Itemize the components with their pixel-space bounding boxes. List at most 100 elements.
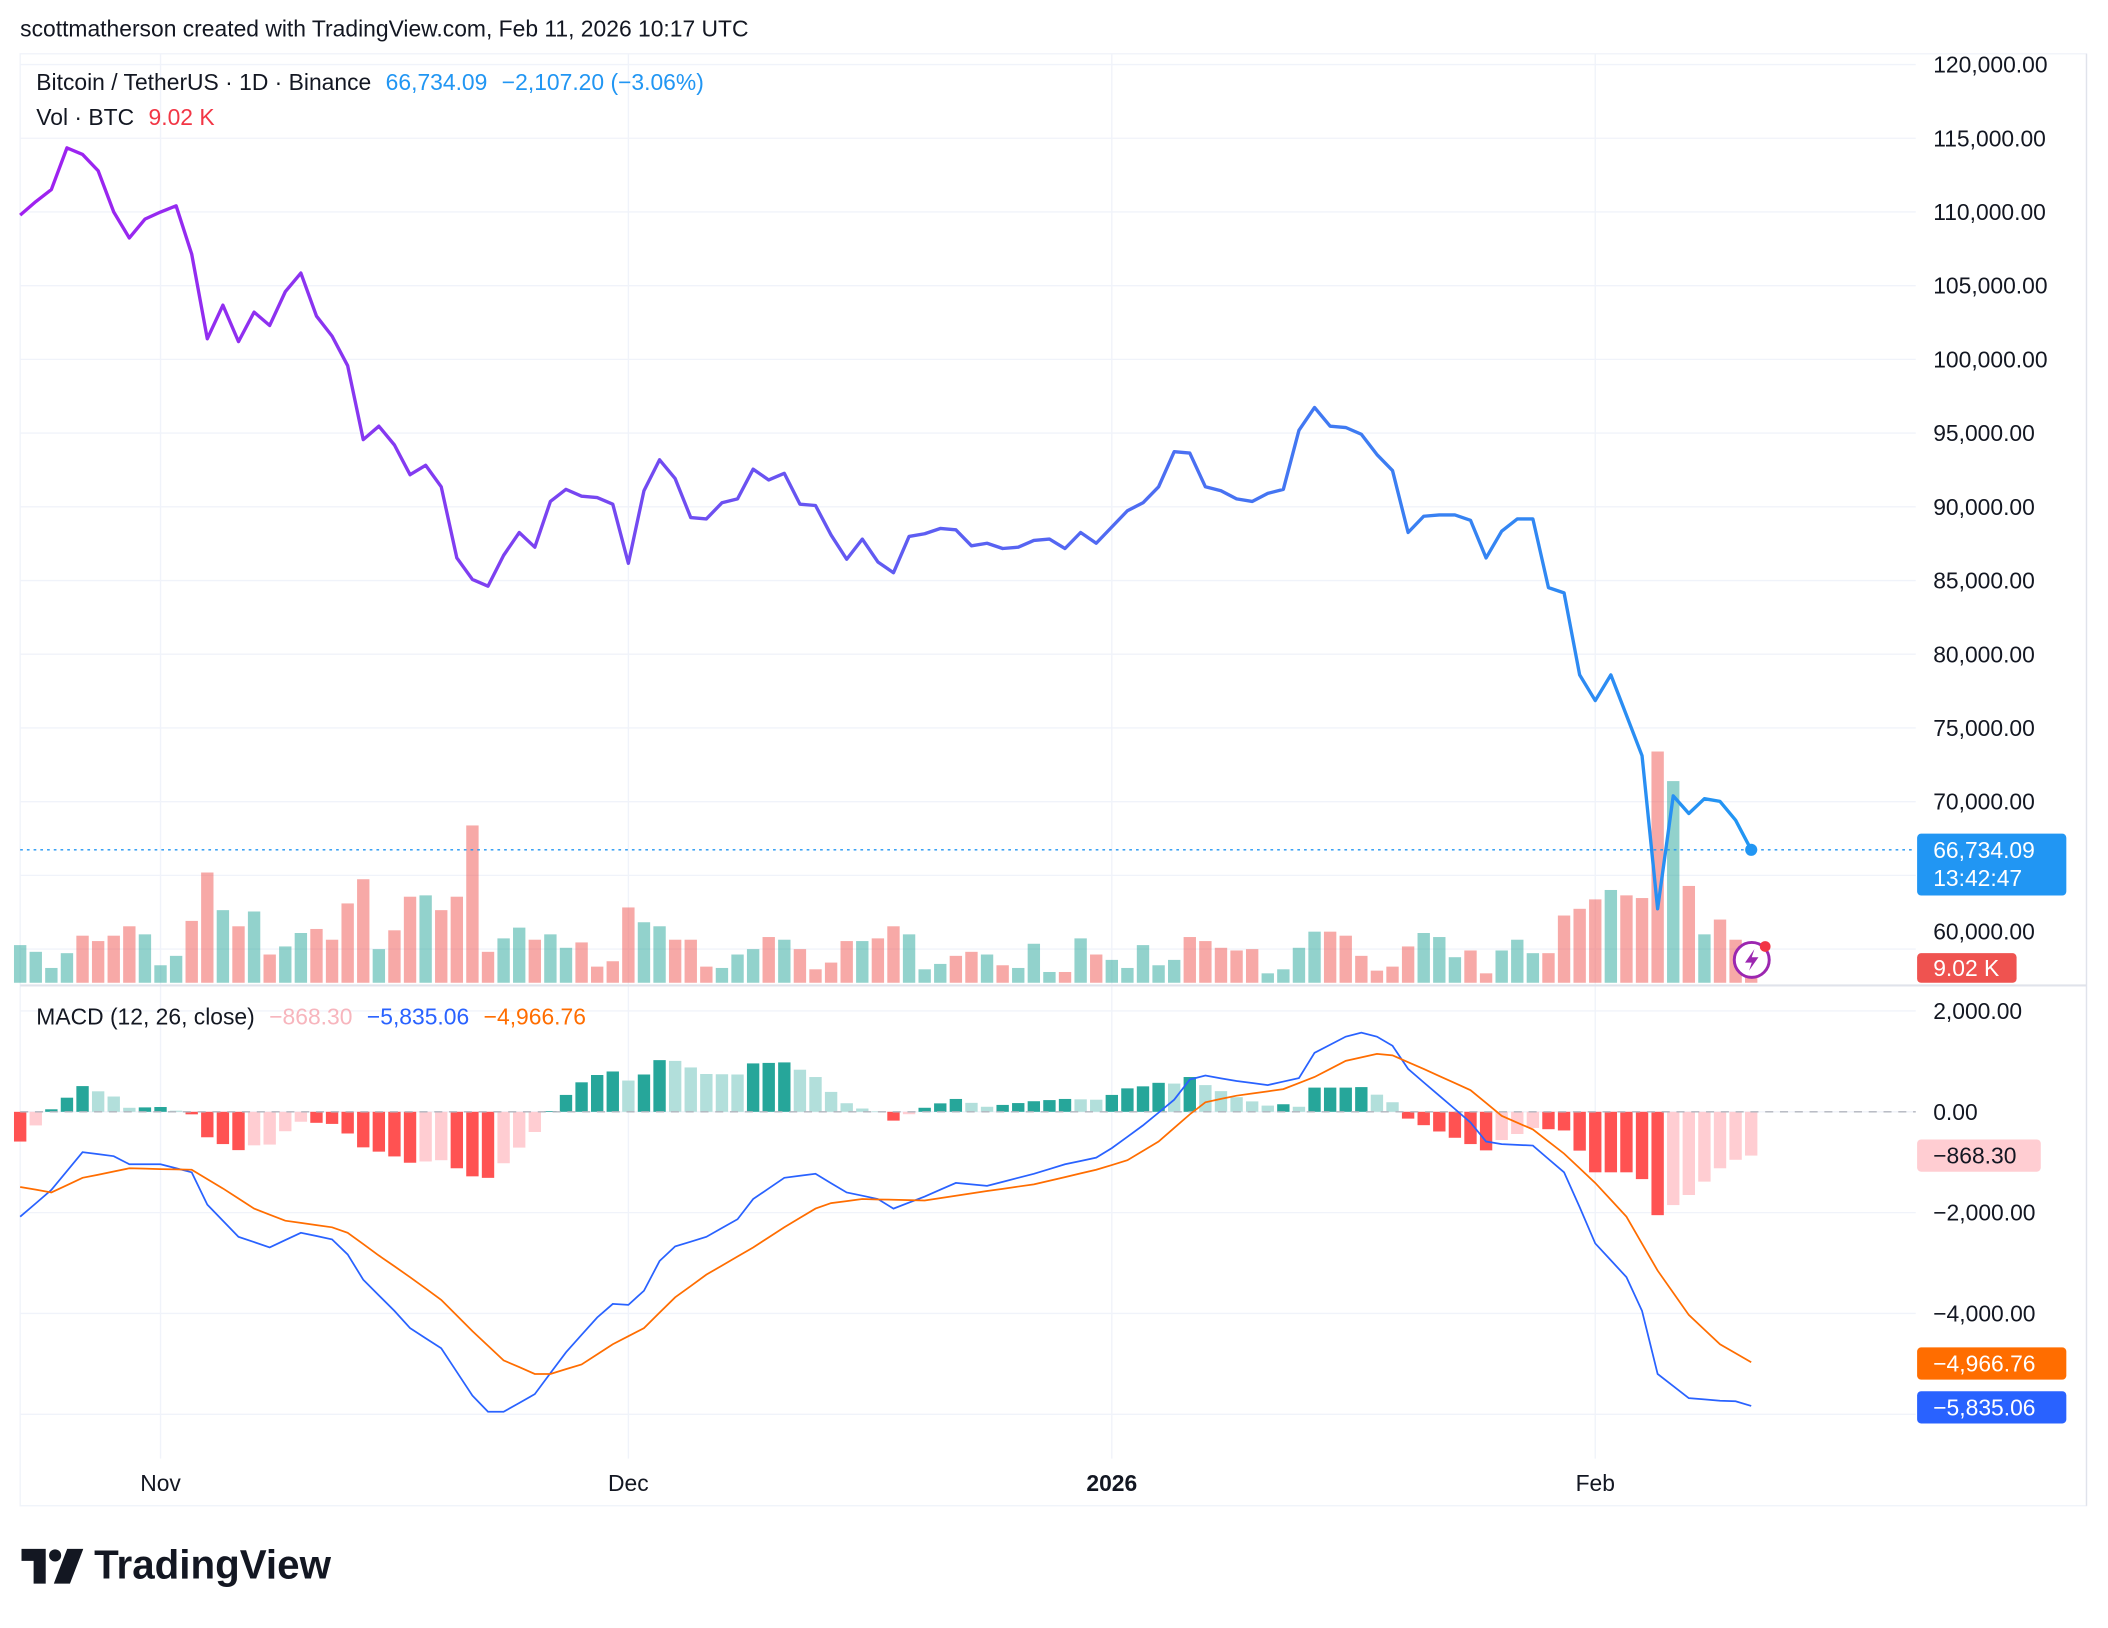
price-axis[interactable]: 120,000.00 115,000.00 110,000.00 105,000.00… — [1933, 52, 2047, 945]
macd-histogram-bar — [949, 1098, 963, 1112]
macd-histogram-bar — [684, 1067, 697, 1112]
macd-histogram-bar — [1417, 1111, 1430, 1126]
volume-bar — [715, 967, 729, 983]
macd-histogram-bar — [232, 1111, 245, 1151]
volume-bar — [1589, 899, 1602, 983]
volume-bar — [559, 947, 573, 983]
macd-histogram-bar — [715, 1074, 729, 1112]
volume-bar — [762, 937, 775, 983]
macd-histogram-bar — [1370, 1094, 1384, 1112]
macd-histogram-bar — [1635, 1111, 1649, 1180]
volume-bar — [575, 942, 588, 983]
volume-bar — [1230, 950, 1243, 983]
macd-histogram-bar — [1292, 1106, 1306, 1112]
volume-bar — [185, 920, 198, 983]
macd-histogram-bar — [107, 1096, 120, 1112]
macd-histogram-bar — [1245, 1101, 1259, 1112]
macd-histogram-bar — [201, 1111, 214, 1138]
macd-histogram-bar — [1745, 1111, 1758, 1156]
volume-bar — [622, 907, 635, 983]
macd-histogram-bar — [1308, 1087, 1321, 1112]
volume-bar — [341, 903, 354, 983]
lightning-bolt-icon[interactable] — [1732, 940, 1771, 979]
volume-label-bg — [1917, 953, 2017, 983]
macd-histogram-bar — [154, 1107, 167, 1112]
volume-bar — [513, 927, 526, 983]
volume-bar — [138, 934, 152, 983]
macd-histogram-bar — [1698, 1111, 1711, 1182]
volume-bar — [1245, 949, 1259, 983]
volume-bar — [840, 941, 853, 983]
volume-bar — [1292, 947, 1306, 983]
macd-histogram-bar — [918, 1107, 931, 1112]
macd-histogram-bar — [1152, 1082, 1165, 1112]
macd-histogram-bar — [824, 1091, 838, 1112]
macd-histogram-bar — [1136, 1086, 1150, 1112]
time-axis[interactable]: Nov Dec 2026 Feb — [140, 1470, 1615, 1496]
macd-line — [19, 1031, 1752, 1413]
signal-line — [20, 1052, 1752, 1375]
macd-histogram-bar — [700, 1073, 713, 1112]
macd-histogram-bar — [466, 1111, 479, 1177]
price-line — [19, 146, 1753, 911]
symbol-legend[interactable]: Bitcoin / TetherUS · 1D · Binance 66,734… — [36, 70, 712, 97]
macd-histogram-bar — [357, 1111, 370, 1148]
macd-histogram-bar — [372, 1111, 386, 1152]
volume-bar — [793, 949, 807, 983]
volume-bar — [497, 938, 510, 983]
volume-bar — [809, 969, 822, 983]
macd-histogram-bar — [559, 1094, 573, 1112]
volume-bar — [1448, 957, 1462, 983]
macd-histogram-bar — [1074, 1099, 1087, 1112]
macd-histogram-bar — [1277, 1104, 1290, 1112]
volume-bar — [91, 941, 105, 983]
price-change: −2,107.20 (−3.06%) — [501, 69, 704, 96]
volume-bar — [996, 965, 1009, 983]
macd-histogram-bar — [1557, 1111, 1571, 1131]
macd-histogram-bar — [528, 1111, 541, 1132]
volume-legend[interactable]: Vol · BTC 9.02 K — [36, 105, 222, 132]
volume-bar — [1074, 938, 1087, 983]
volume-bar — [1604, 889, 1618, 983]
macd-histogram-bar — [1589, 1111, 1602, 1173]
volume-bar — [1433, 937, 1446, 983]
macd-histogram-bar — [76, 1086, 89, 1112]
macd-histogram-bar — [294, 1111, 308, 1122]
volume-bar — [310, 928, 323, 983]
volume-bar — [1355, 955, 1368, 983]
grid — [20, 53, 1916, 1459]
volume-bar — [1136, 945, 1150, 983]
macd-axis[interactable]: 2,000.00 0.00 −2,000.00 −4,000.00 — [1933, 998, 2035, 1326]
volume-bar — [60, 953, 74, 983]
volume-bar — [294, 933, 308, 983]
tradingview-logo[interactable]: TradingView — [21, 1543, 331, 1589]
macd-histogram-bar — [1058, 1098, 1072, 1112]
macd-histogram — [13, 1060, 1758, 1216]
volume-bar — [856, 941, 869, 983]
volume-bar — [1713, 919, 1727, 983]
macd-histogram-bar — [1651, 1111, 1664, 1216]
volume-bar — [325, 939, 339, 983]
macd-histogram-bar — [934, 1103, 947, 1112]
volume-bar — [934, 963, 947, 983]
macd-histogram-bar — [1012, 1103, 1025, 1112]
last-price-label: 13:42:47 — [1933, 865, 2022, 891]
volume-bar — [232, 926, 245, 983]
volume-bar — [668, 939, 682, 983]
price-tick-label: 105,000.00 — [1933, 273, 2047, 299]
macd-histogram-bar — [325, 1111, 339, 1124]
volume-bar — [201, 872, 214, 983]
volume-bar — [1012, 967, 1025, 983]
volume-bar — [700, 966, 713, 983]
macd-legend[interactable]: MACD (12, 26, close) −868.30 −5,835.06 −… — [36, 1004, 594, 1031]
price-tick-label: 115,000.00 — [1933, 125, 2046, 151]
macd-histogram-bar — [1729, 1111, 1742, 1160]
macd-histogram-bar — [388, 1111, 401, 1157]
volume-bar — [29, 951, 42, 983]
volume-bar — [403, 896, 417, 983]
macd-hist-label-bg — [1917, 1139, 2041, 1172]
volume-bar — [1027, 943, 1041, 983]
macd-tick-label: 2,000.00 — [1933, 998, 2022, 1024]
volume-bar — [949, 955, 963, 983]
